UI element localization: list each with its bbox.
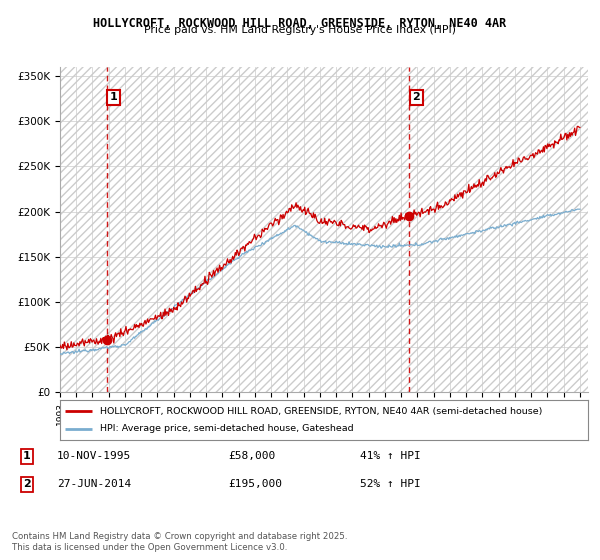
Text: 1: 1 — [23, 451, 31, 461]
Text: 27-JUN-2014: 27-JUN-2014 — [57, 479, 131, 489]
Text: 1: 1 — [110, 92, 118, 102]
Text: HOLLYCROFT, ROCKWOOD HILL ROAD, GREENSIDE, RYTON, NE40 4AR: HOLLYCROFT, ROCKWOOD HILL ROAD, GREENSID… — [94, 17, 506, 30]
Text: 52% ↑ HPI: 52% ↑ HPI — [360, 479, 421, 489]
Text: 41% ↑ HPI: 41% ↑ HPI — [360, 451, 421, 461]
Text: Contains HM Land Registry data © Crown copyright and database right 2025.
This d: Contains HM Land Registry data © Crown c… — [12, 532, 347, 552]
Text: £58,000: £58,000 — [228, 451, 275, 461]
Text: 10-NOV-1995: 10-NOV-1995 — [57, 451, 131, 461]
Text: HOLLYCROFT, ROCKWOOD HILL ROAD, GREENSIDE, RYTON, NE40 4AR (semi-detached house): HOLLYCROFT, ROCKWOOD HILL ROAD, GREENSID… — [100, 407, 542, 416]
Text: 2: 2 — [23, 479, 31, 489]
Text: HPI: Average price, semi-detached house, Gateshead: HPI: Average price, semi-detached house,… — [100, 424, 353, 433]
Text: £195,000: £195,000 — [228, 479, 282, 489]
Text: Price paid vs. HM Land Registry's House Price Index (HPI): Price paid vs. HM Land Registry's House … — [144, 25, 456, 35]
Text: 2: 2 — [412, 92, 420, 102]
